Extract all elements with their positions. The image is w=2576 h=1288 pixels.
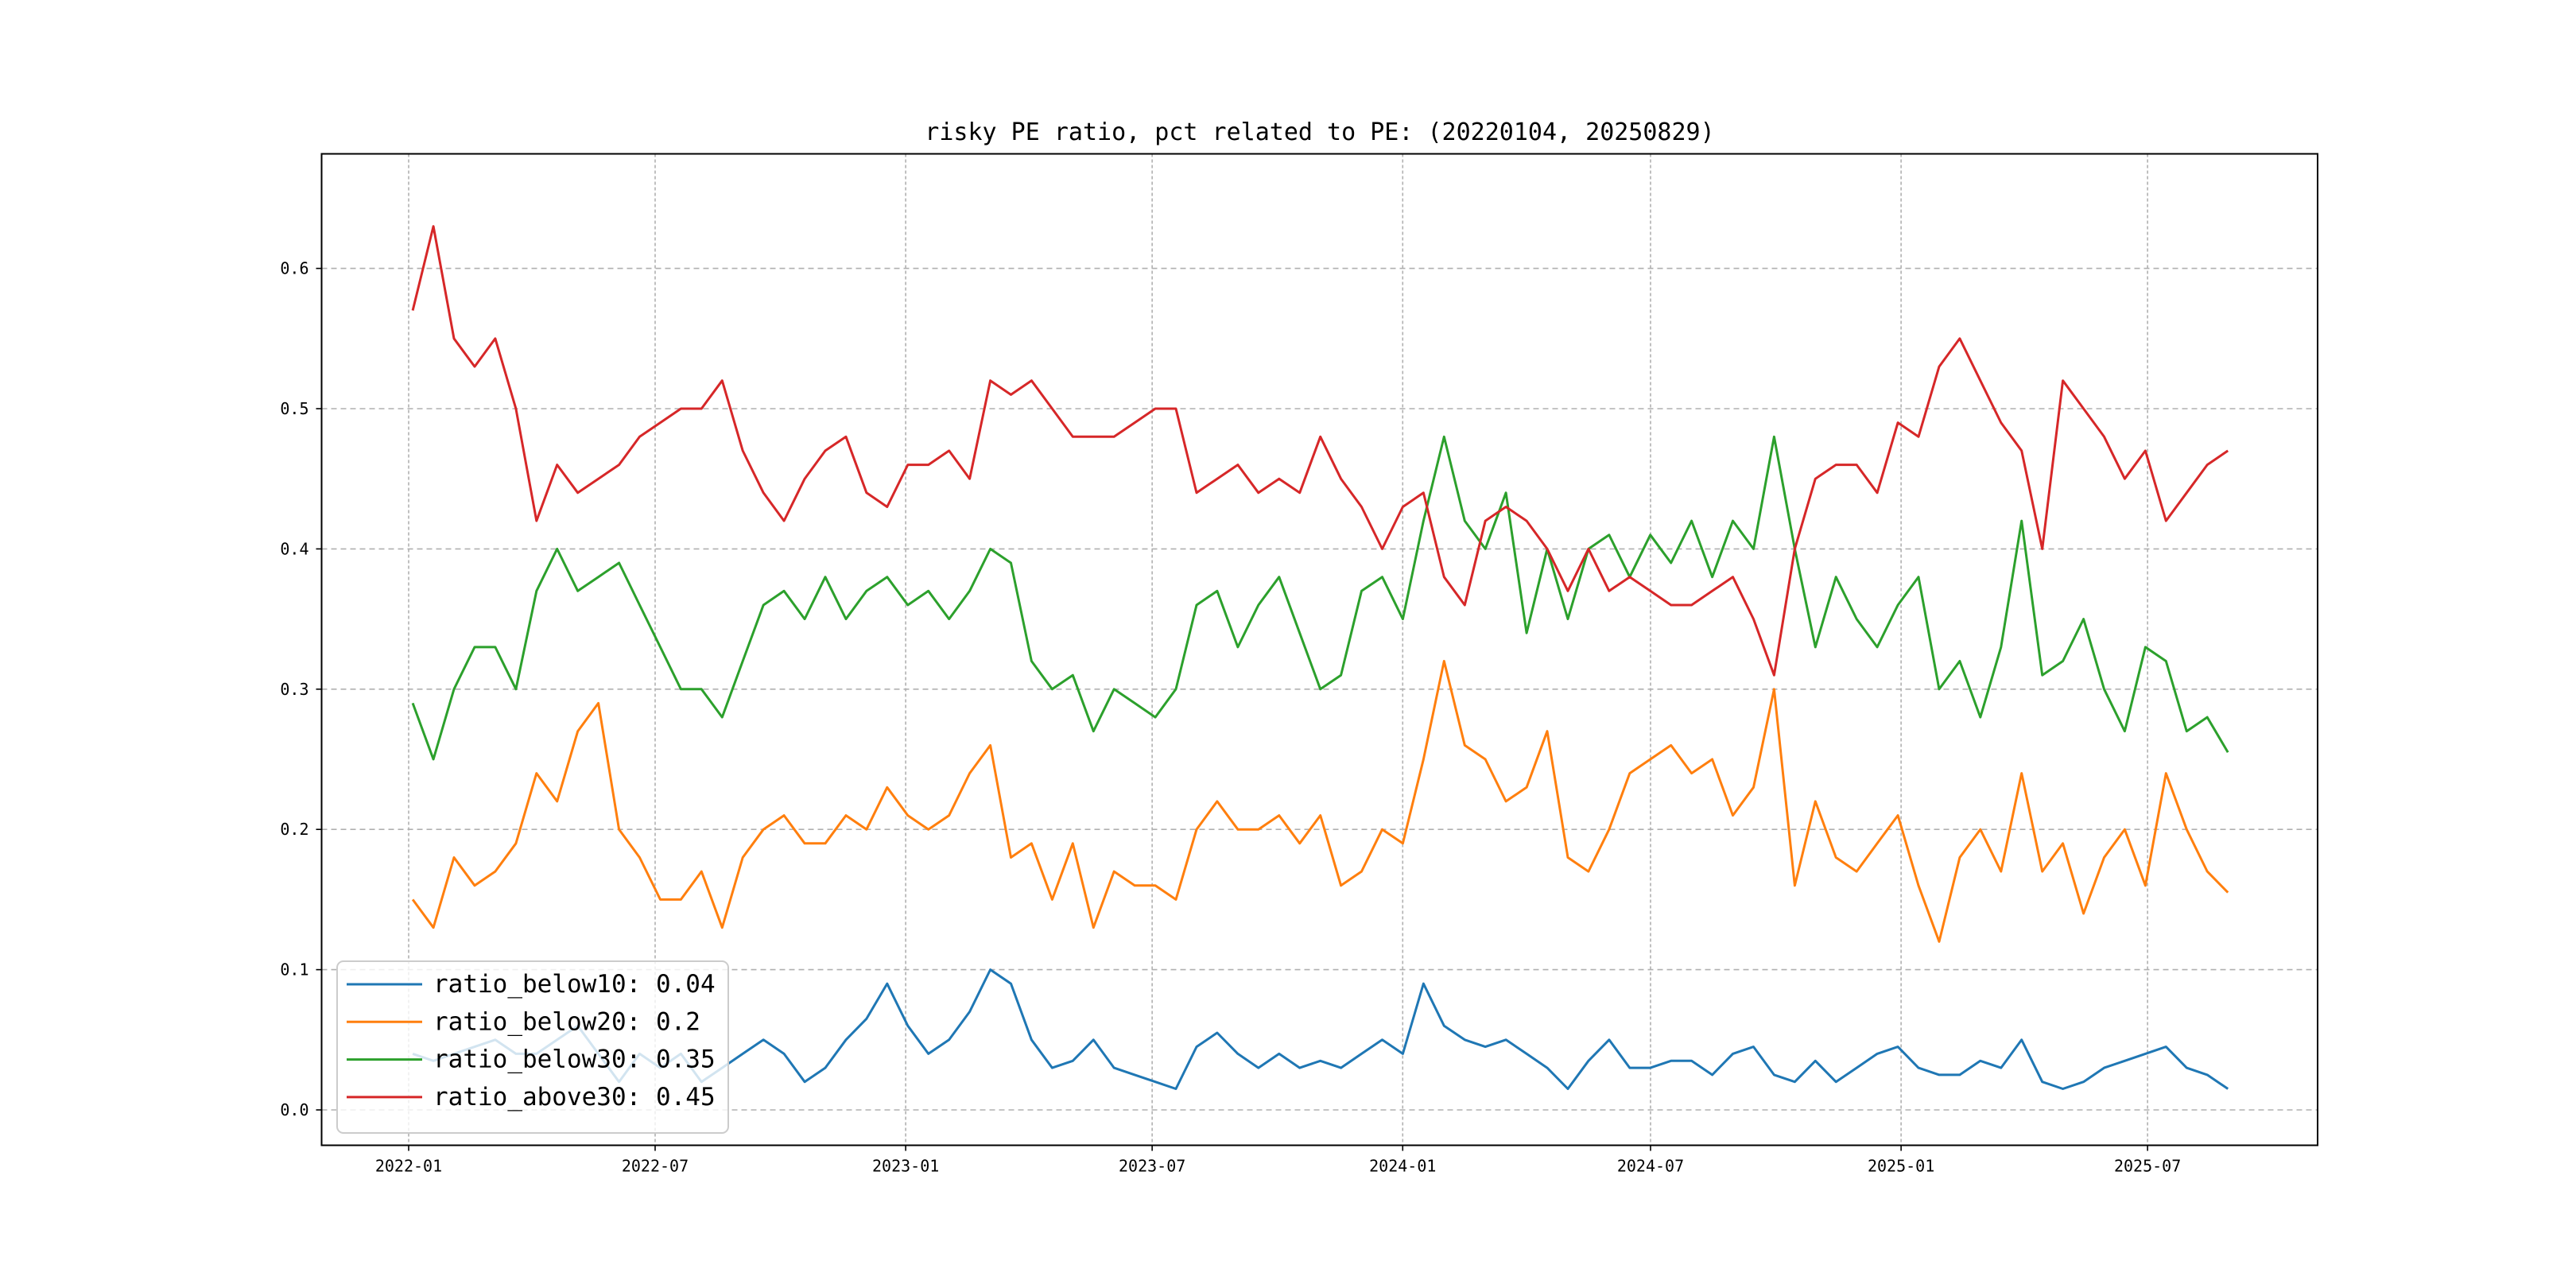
x-tick-label: 2025-01 bbox=[1868, 1157, 1934, 1176]
legend-label: ratio_below20: 0.2 bbox=[433, 1007, 700, 1036]
series-line-ratio-above30 bbox=[411, 225, 2229, 677]
chart-title: risky PE ratio, pct related to PE: (2022… bbox=[925, 118, 1714, 146]
y-tick-label: 0.2 bbox=[280, 820, 308, 839]
y-tick-label: 0.3 bbox=[280, 680, 308, 699]
series-line-ratio-below30 bbox=[411, 435, 2229, 761]
axis-ticks: 0.0 0.1 0.2 0.3 0.4 0.5 0.6 2022-01 2022-07 2023-… bbox=[280, 259, 2181, 1176]
y-tick-label: 0.5 bbox=[280, 399, 308, 418]
y-tick-label: 0.6 bbox=[280, 259, 308, 278]
x-tick-label: 2024-01 bbox=[1369, 1157, 1436, 1176]
y-tick-label: 0.4 bbox=[280, 539, 308, 558]
x-tick-label: 2022-01 bbox=[375, 1157, 442, 1176]
y-tick-label: 0.1 bbox=[280, 960, 308, 980]
legend-label: ratio_below10: 0.04 bbox=[433, 970, 716, 999]
legend-box bbox=[336, 960, 729, 1134]
x-tick-label: 2023-01 bbox=[872, 1157, 939, 1176]
series-line-ratio-below20 bbox=[411, 660, 2229, 943]
series-lines bbox=[411, 225, 2229, 1090]
y-tick-label: 0.0 bbox=[280, 1100, 308, 1119]
x-tick-label: 2023-07 bbox=[1119, 1157, 1185, 1176]
legend-label: ratio_below30: 0.35 bbox=[433, 1046, 716, 1074]
legend-label: ratio_above30: 0.45 bbox=[433, 1083, 716, 1111]
x-tick-label: 2022-07 bbox=[622, 1157, 689, 1176]
legend: ratio_below10: 0.04 ratio_below20: 0.2 rat… bbox=[336, 960, 729, 1134]
x-tick-label: 2025-07 bbox=[2114, 1157, 2181, 1176]
x-tick-label: 2024-07 bbox=[1617, 1157, 1684, 1176]
axes-frame bbox=[320, 153, 2318, 1146]
